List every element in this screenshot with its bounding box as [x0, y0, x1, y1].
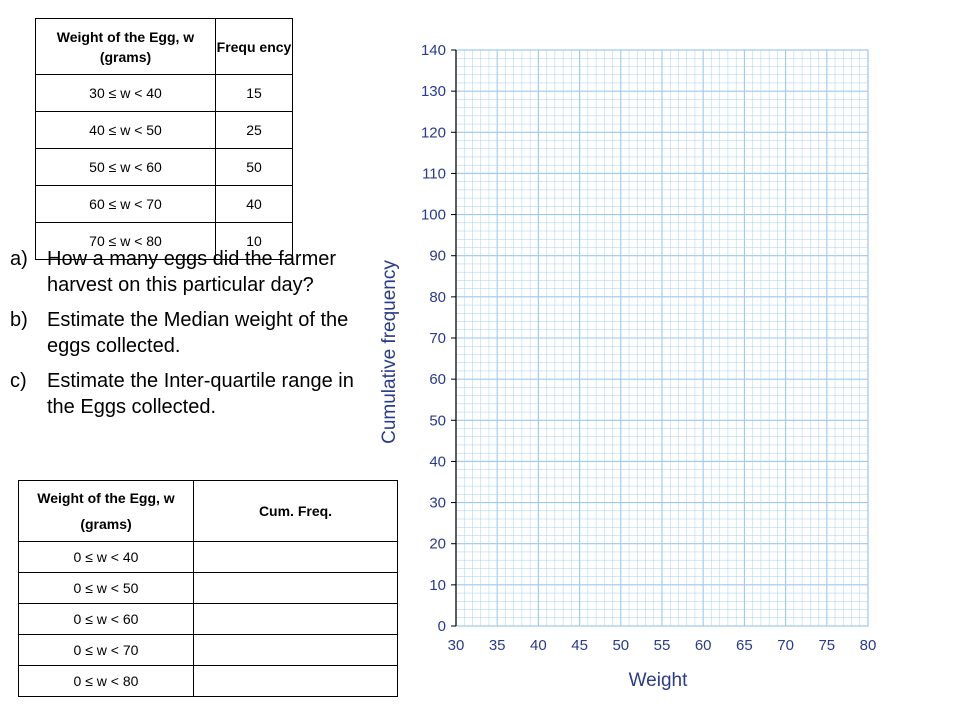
question-label: a) [10, 248, 28, 270]
frequency-cell: 10 [215, 222, 293, 260]
weight-range-cell: 70 ≤ w < 80 [35, 222, 216, 260]
question-list: a) How a many eggs did the farmer harves… [10, 246, 370, 429]
x-axis-tick-label: 55 [654, 637, 671, 654]
cumulative-frequency-column-header: Cum. Freq. [193, 480, 398, 542]
table-header-row: Weight of the Egg, w (grams) Frequ ency [35, 18, 293, 75]
x-axis-tick-label: 70 [777, 637, 794, 654]
question-c: c) Estimate the Inter-quartile range in … [10, 368, 370, 420]
x-axis-tick-label: 50 [612, 637, 629, 654]
question-text: Estimate the Inter-quartile range in the… [47, 370, 354, 418]
table-row: 40 ≤ w < 50 25 [35, 111, 293, 149]
y-axis-tick-label: 140 [421, 42, 446, 59]
y-axis-tick-label: 0 [438, 618, 446, 635]
x-axis-tick-label: 75 [818, 637, 835, 654]
x-axis-tick-label: 60 [695, 637, 712, 654]
table-row: 70 ≤ w < 80 10 [35, 222, 293, 260]
x-axis-tick-label: 65 [736, 637, 753, 654]
graph-paper-grid [455, 49, 869, 627]
weight-range-cell: 40 ≤ w < 50 [35, 111, 216, 149]
y-axis-tick-label: 130 [421, 83, 446, 100]
table-row: 30 ≤ w < 40 15 [35, 74, 293, 112]
cumulative-frequency-table: Weight of the Egg, w (grams) Cum. Freq. … [18, 480, 398, 697]
y-axis-tick-label: 50 [429, 412, 446, 429]
frequency-table: Weight of the Egg, w (grams) Frequ ency … [35, 18, 293, 260]
question-label: c) [10, 370, 27, 392]
question-a: a) How a many eggs did the farmer harves… [10, 246, 370, 298]
x-axis-tick-label: 45 [571, 637, 588, 654]
y-axis-tick-labels: 0 10 20 30 40 50 60 70 80 90 100 110 120 130 140 [421, 42, 456, 635]
y-axis-tick-label: 80 [429, 289, 446, 306]
table-row: 50 ≤ w < 60 50 [35, 148, 293, 186]
table-row: 0 ≤ w < 80 [18, 665, 398, 697]
question-label: b) [10, 309, 28, 331]
x-axis-tick-label: 35 [489, 637, 506, 654]
frequency-cell: 15 [215, 74, 293, 112]
y-axis-tick-label: 70 [429, 330, 446, 347]
weight-range-cell: 50 ≤ w < 60 [35, 148, 216, 186]
y-axis-tick-label: 60 [429, 371, 446, 388]
x-axis-tick-label: 30 [448, 637, 465, 654]
frequency-cell: 40 [215, 185, 293, 223]
x-axis-tick-label: 80 [860, 637, 877, 654]
y-axis-tick-label: 100 [421, 207, 446, 224]
cumulative-frequency-cell[interactable] [193, 665, 398, 697]
table-header-row: Weight of the Egg, w (grams) Cum. Freq. [18, 480, 398, 542]
y-axis-tick-label: 30 [429, 495, 446, 512]
question-text: How a many eggs did the farmer harvest o… [47, 248, 337, 296]
weight-column-header: Weight of the Egg, w (grams) [18, 480, 194, 542]
frequency-column-header: Frequ ency [215, 18, 293, 75]
y-axis-tick-label: 20 [429, 536, 446, 553]
y-axis-tick-label: 120 [421, 124, 446, 141]
y-axis-label: Cumulative frequency [379, 260, 400, 444]
x-axis-tick-labels: 30 35 40 45 50 55 60 65 70 75 80 [448, 637, 877, 654]
weight-range-cell: 30 ≤ w < 40 [35, 74, 216, 112]
y-axis-tick-label: 10 [429, 577, 446, 594]
table-row: 0 ≤ w < 70 [18, 634, 398, 666]
weight-column-header: Weight of the Egg, w (grams) [35, 18, 216, 75]
cumulative-frequency-cell[interactable] [193, 541, 398, 573]
question-b: b) Estimate the Median weight of the egg… [10, 307, 370, 359]
x-axis-tick-label: 40 [530, 637, 547, 654]
question-text: Estimate the Median weight of the eggs c… [47, 309, 349, 357]
y-axis-tick-label: 110 [422, 165, 446, 182]
x-axis-label: Weight [629, 670, 689, 691]
weight-range-cell: 0 ≤ w < 80 [18, 665, 194, 697]
y-axis-tick-label: 90 [429, 248, 446, 265]
y-axis-tick-label: 40 [429, 453, 446, 470]
cumulative-frequency-cell[interactable] [193, 603, 398, 635]
table-row: 0 ≤ w < 60 [18, 603, 398, 635]
frequency-cell: 50 [215, 148, 293, 186]
